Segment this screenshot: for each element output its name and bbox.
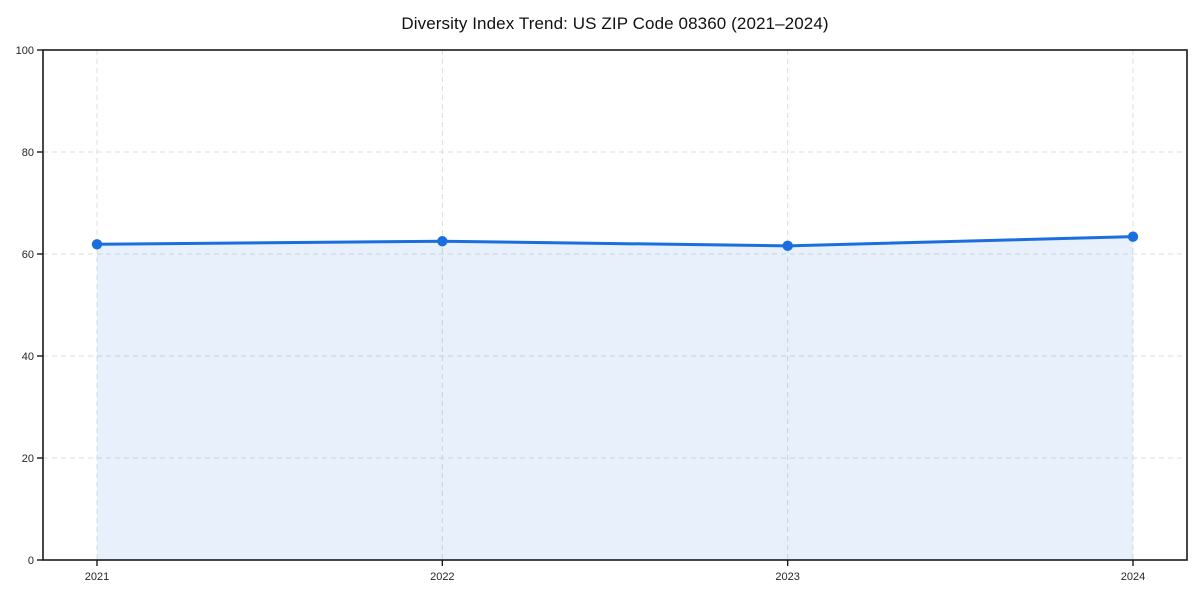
data-point-2021 <box>91 239 103 250</box>
x-tick-label-2022: 2022 <box>430 571 454 583</box>
y-tick-label-60: 60 <box>22 249 34 261</box>
y-tick-label-80: 80 <box>22 147 34 159</box>
y-tick-label-20: 20 <box>22 453 34 465</box>
chart-title: Diversity Index Trend: US ZIP Code 08360… <box>401 14 829 33</box>
area-fill <box>97 236 1133 560</box>
data-point-2023 <box>782 240 793 252</box>
x-tick-label-2023: 2023 <box>775 571 799 583</box>
data-point-2022 <box>437 236 448 247</box>
data-point-2024 <box>1127 231 1139 242</box>
y-tick-label-40: 40 <box>22 351 34 363</box>
y-tick-label-100: 100 <box>16 45 34 57</box>
x-tick-label-2024: 2024 <box>1121 571 1145 583</box>
trend-line <box>95 235 1135 248</box>
plot-border <box>42 49 1188 561</box>
x-tick-label-2021: 2021 <box>85 571 109 583</box>
y-tick-label-0: 0 <box>28 555 34 567</box>
